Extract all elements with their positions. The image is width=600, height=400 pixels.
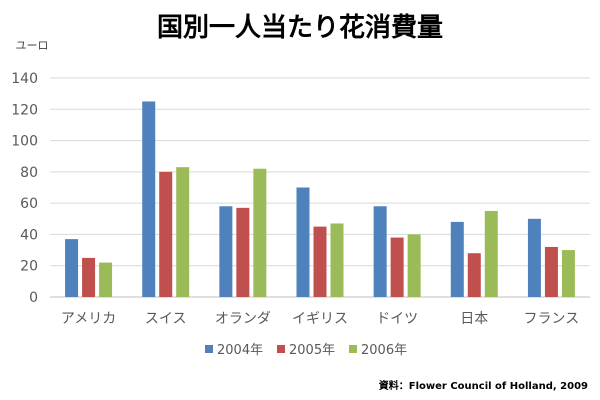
bar-2-7 [544,246,558,297]
source-note: 資料：Flower Council of Holland, 2009 [379,379,588,392]
bar-1-4 [296,187,310,297]
bar-3-5 [407,234,421,297]
x-tick-label: ドイツ [376,311,418,327]
bar-1-3 [219,206,233,297]
bar-1-5 [373,206,387,297]
bar-2-1 [82,257,96,297]
y-tick-label: 140 [11,71,38,87]
y-tick-label: 40 [20,227,38,243]
x-tick-label: フランス [524,311,580,327]
bar-2-3 [236,207,250,297]
x-axis-ticks: アメリカ スイス オランダ イギリス ドイツ 日本 フランス [61,311,579,327]
bar-2-4 [313,226,327,297]
bar-3-1 [99,262,113,297]
bar-1-1 [65,239,79,297]
bar-1-7 [527,218,541,297]
x-tick-label: 日本 [460,311,488,327]
bar-3-4 [330,223,344,297]
bar-2-2 [159,171,173,297]
y-tick-label: 60 [20,196,38,212]
y-tick-label: 120 [11,102,38,118]
y-tick-label: 80 [20,165,38,181]
y-tick-label: 0 [29,290,38,306]
y-axis-label: ユーロ [16,39,49,52]
bar-3-7 [561,250,575,297]
bar-1-6 [450,221,464,297]
legend-label-2: 2005年 [289,343,335,358]
bars [65,101,575,297]
y-tick-label: 20 [20,259,38,275]
x-tick-label: スイス [145,311,187,327]
bar-3-6 [484,210,498,297]
bar-1-2 [142,101,156,297]
x-tick-label: アメリカ [61,311,116,327]
legend: 2004年 2005年 2006年 [205,343,407,358]
bar-2-5 [390,237,404,297]
x-tick-label: オランダ [215,311,271,327]
x-tick-label: イギリス [292,311,348,327]
legend-swatch-3 [349,345,357,353]
y-tick-label: 100 [11,134,38,150]
bar-2-6 [467,253,481,297]
legend-swatch-2 [277,345,285,353]
y-axis-ticks: 0 20 40 60 80 100 120 140 [11,71,38,306]
legend-label-1: 2004年 [217,343,263,358]
chart-title: 国別一人当たり花消費量 [157,13,443,43]
bar-3-3 [253,168,267,297]
bar-3-2 [176,167,190,297]
legend-swatch-1 [205,345,213,353]
legend-label-3: 2006年 [361,343,407,358]
